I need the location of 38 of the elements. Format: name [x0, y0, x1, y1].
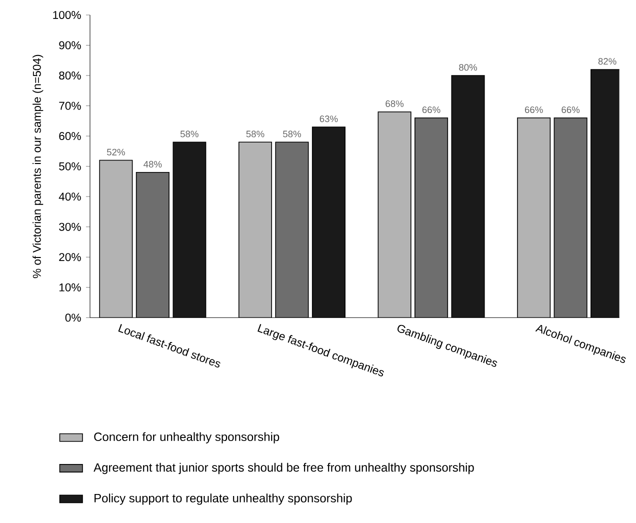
bar — [312, 126, 346, 318]
y-tick-label: 30% — [59, 222, 81, 231]
y-tick-label: 20% — [59, 253, 81, 262]
data-label: 66% — [562, 106, 580, 114]
data-label: 48% — [144, 160, 162, 168]
bar — [172, 142, 206, 318]
data-label: 66% — [422, 106, 440, 114]
y-tick-label: 50% — [59, 162, 81, 170]
y-tick-label: 0% — [65, 314, 81, 322]
y-tick-label: 40% — [58, 192, 81, 201]
bar — [554, 117, 588, 318]
bar — [378, 111, 412, 318]
y-tick-label: 10% — [59, 283, 81, 292]
legend-label: Agreement that junior sports should be free from unhealthy sponsorship — [94, 462, 474, 474]
data-label: 68% — [386, 100, 404, 107]
legend-label: Policy support to regulate unhealthy sponsorship — [94, 494, 352, 505]
data-label: 80% — [459, 64, 478, 71]
data-label: 58% — [246, 130, 264, 138]
data-label: 82% — [598, 58, 616, 65]
bar — [414, 117, 448, 318]
bar — [275, 142, 309, 318]
data-label: 58% — [283, 130, 301, 138]
y-tick-label: 80% — [59, 72, 81, 80]
bar — [136, 172, 170, 318]
y-tick-label: 60% — [59, 132, 81, 140]
y-axis-title: % of Victorian parents in our sample (n=504) — [32, 54, 44, 278]
y-tick-label: 100% — [53, 10, 81, 19]
y-tick-label: 90% — [59, 41, 81, 50]
bar — [238, 142, 272, 318]
legend-label: Concern for unhealthy sponsorship — [94, 432, 280, 444]
bar — [451, 75, 485, 318]
y-tick-label: 70% — [59, 102, 81, 110]
data-label: 58% — [180, 130, 198, 138]
data-label: 66% — [524, 106, 543, 114]
bar — [517, 117, 551, 318]
data-label: 63% — [320, 116, 338, 122]
bar — [99, 160, 133, 318]
data-label: 52% — [106, 148, 125, 156]
